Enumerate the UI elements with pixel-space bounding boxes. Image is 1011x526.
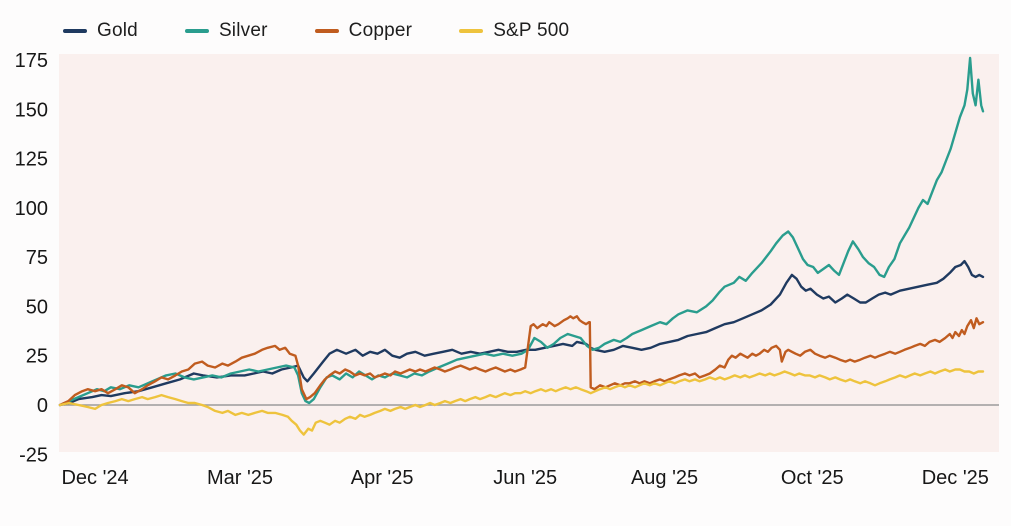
y-axis-tick-label: 25	[26, 346, 48, 368]
series-line-silver	[58, 56, 985, 407]
y-axis-tick-label: 150	[15, 99, 48, 121]
y-axis-tick-label: 0	[37, 395, 48, 417]
x-axis-tick-label: Aug '25	[631, 467, 698, 489]
legend-label: Copper	[348, 20, 413, 41]
y-axis-tick-label: 50	[26, 296, 48, 318]
legend-swatch-icon	[63, 29, 87, 33]
x-axis-tick-label: Oct '25	[781, 467, 844, 489]
legend-item-silver[interactable]: Silver	[184, 20, 268, 42]
plot-area	[59, 54, 999, 452]
x-axis-tick-label: Mar '25	[207, 467, 273, 489]
legend-swatch-icon	[184, 29, 209, 33]
y-axis-tick-label: 100	[15, 198, 48, 220]
x-axis-tick-label: Apr '25	[351, 467, 414, 489]
series-line-copper	[58, 315, 985, 407]
y-axis-tick-label: 125	[15, 149, 48, 171]
series-line-s-p-500	[58, 368, 985, 436]
legend-swatch-icon	[459, 29, 484, 33]
x-axis-tick-label: Dec '25	[922, 467, 989, 489]
legend-label: S&P 500	[493, 20, 570, 41]
x-axis-tick-label: Dec '24	[61, 467, 128, 489]
y-axis-tick-label: -25	[19, 444, 48, 466]
x-axis-tick-label: Jun '25	[493, 467, 557, 489]
legend-label: Gold	[97, 20, 138, 41]
legend-label: Silver	[218, 20, 268, 41]
y-axis-tick-label: 75	[26, 247, 48, 269]
legend-swatch-icon	[314, 29, 339, 33]
legend-item-copper[interactable]: Copper	[314, 20, 413, 42]
legend-item-gold[interactable]: Gold	[63, 20, 138, 42]
chart-legend: Gold Silver Copper S&P 500	[63, 20, 569, 42]
legend-item-s-p-500[interactable]: S&P 500	[459, 20, 569, 42]
y-axis-tick-label: 175	[15, 50, 48, 72]
